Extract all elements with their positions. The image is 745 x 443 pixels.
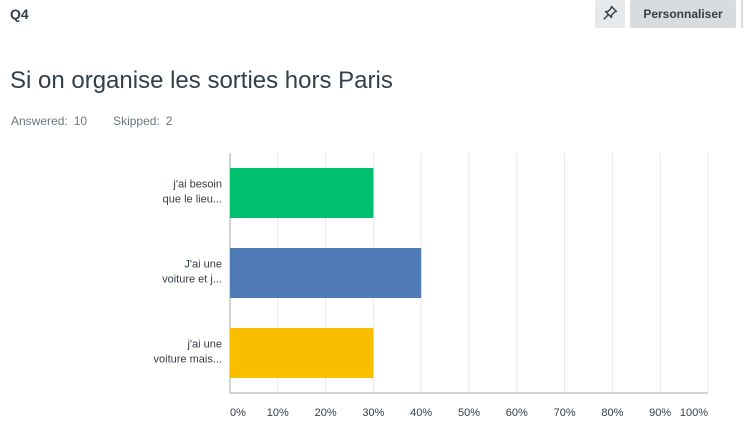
question-title: Si on organise les sorties hors Paris — [10, 67, 393, 94]
x-tick-label: 20% — [315, 407, 337, 419]
category-label: voiture mais... — [154, 354, 222, 366]
category-label: voiture et j... — [162, 274, 222, 286]
bar-3 — [230, 328, 374, 378]
category-label: que le lieu... — [163, 194, 222, 206]
x-tick-label: 60% — [506, 407, 528, 419]
toolbar-edge — [741, 0, 745, 28]
pin-icon — [602, 5, 618, 24]
category-label: j'ai besoin — [172, 179, 222, 191]
x-tick-label: 50% — [458, 407, 480, 419]
answered-label: Answered: — [11, 114, 68, 128]
x-tick-label: 100% — [680, 407, 708, 419]
x-tick-label: 70% — [554, 407, 576, 419]
skipped-count: 2 — [165, 114, 173, 128]
category-label: j'ai une — [186, 339, 222, 351]
response-stats: Answered: 10 Skipped: 2 — [11, 114, 172, 128]
bar-2 — [230, 248, 422, 298]
x-tick-label: 80% — [601, 407, 623, 419]
category-label: J'ai une — [184, 259, 222, 271]
x-tick-label: 0% — [230, 407, 246, 419]
bar-1 — [230, 168, 374, 218]
skipped-label: Skipped: — [113, 114, 160, 128]
x-tick-label: 30% — [362, 407, 384, 419]
customize-button[interactable]: Personnaliser — [630, 0, 736, 28]
toolbar: Personnaliser — [595, 0, 745, 28]
x-tick-label: 90% — [649, 407, 671, 419]
x-tick-label: 10% — [267, 407, 289, 419]
answered-count: 10 — [73, 114, 88, 128]
pin-button[interactable] — [595, 0, 625, 28]
question-number: Q4 — [10, 6, 29, 22]
x-tick-label: 40% — [410, 407, 432, 419]
